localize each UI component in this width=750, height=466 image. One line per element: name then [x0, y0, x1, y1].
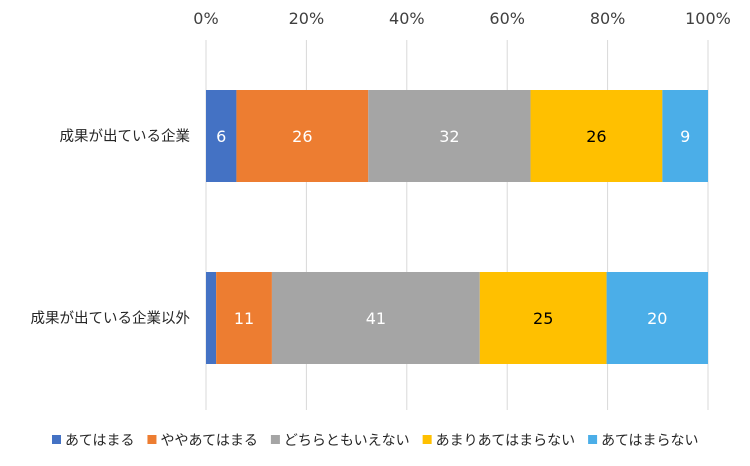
x-tick-label: 100%: [685, 9, 731, 28]
bar-segment: [271, 272, 480, 364]
legend-swatch: [270, 435, 280, 444]
data-label: 41: [366, 309, 386, 328]
bar-segment: [479, 272, 607, 364]
data-label: 26: [586, 127, 606, 146]
x-tick-label: 40%: [389, 9, 425, 28]
bar-segment: [236, 90, 369, 182]
bar-segment: [662, 90, 708, 182]
bar-segment: [206, 90, 237, 182]
x-tick-label: 80%: [590, 9, 626, 28]
data-label: 26: [292, 127, 312, 146]
legend-label: ややあてはまる: [160, 433, 257, 449]
legend-swatch: [147, 435, 157, 444]
legend-swatch: [52, 435, 61, 444]
legend-label: どちらともいえない: [284, 433, 410, 449]
data-label: 20: [647, 309, 667, 328]
category-label: 成果が出ている企業以外: [31, 309, 191, 327]
x-tick-label: 60%: [489, 9, 525, 28]
bar-segment: [368, 90, 531, 182]
legend-swatch: [422, 435, 432, 444]
legend-label: あてはまる: [65, 433, 134, 449]
legend-label: あてはまらない: [601, 433, 698, 449]
data-label: 6: [216, 127, 226, 146]
data-label: 9: [680, 127, 690, 146]
bar-segment: [216, 272, 272, 364]
category-label: 成果が出ている企業: [60, 127, 191, 145]
bar-segment: [606, 272, 708, 364]
data-label: 11: [234, 309, 254, 328]
legend-swatch: [588, 435, 598, 444]
bar-segment: [206, 272, 217, 364]
bar-segment: [530, 90, 663, 182]
data-label: 25: [533, 309, 553, 328]
x-tick-label: 20%: [289, 9, 325, 28]
data-label: 32: [439, 127, 459, 146]
x-tick-label: 0%: [193, 9, 218, 28]
legend-label: あまりあてはまらない: [436, 433, 575, 449]
